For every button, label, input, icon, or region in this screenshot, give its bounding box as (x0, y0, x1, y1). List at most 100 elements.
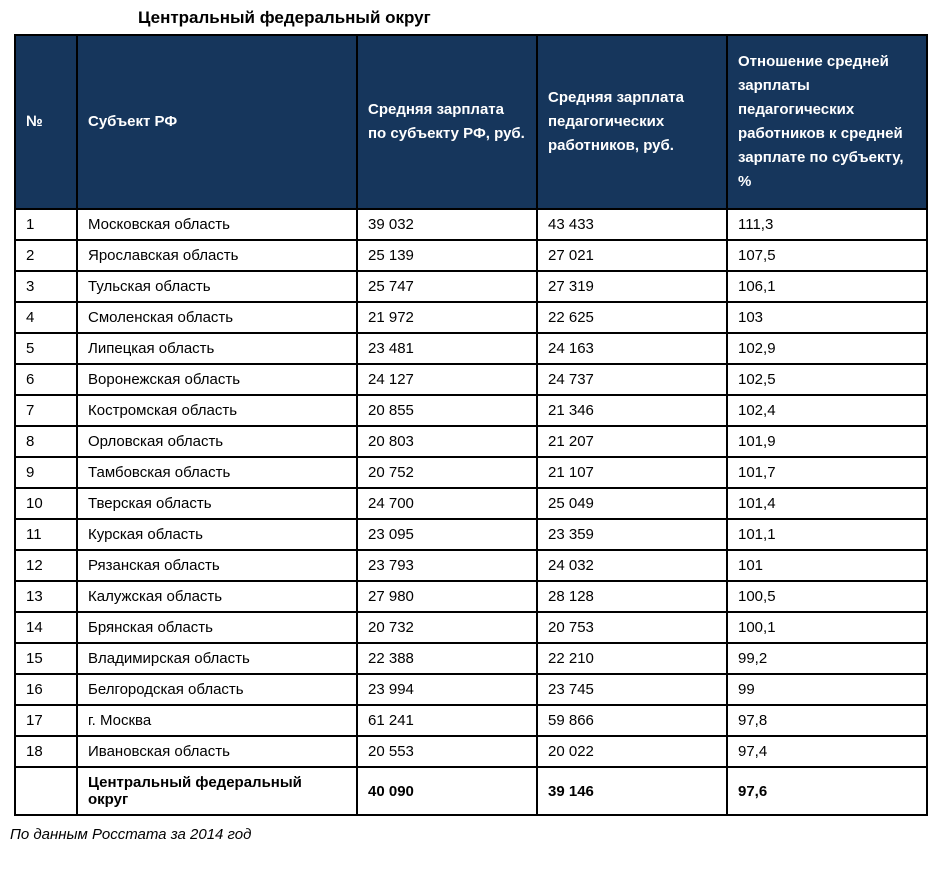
cell-avg_salary: 27 980 (357, 581, 537, 612)
cell-ped_salary: 23 745 (537, 674, 727, 705)
table-row: 6Воронежская область24 12724 737102,5 (15, 364, 927, 395)
cell-num: 5 (15, 333, 77, 364)
cell-ratio: 101,1 (727, 519, 927, 550)
col-header-avg: Средняя зарплата по субъекту РФ, руб. (357, 35, 537, 209)
cell-ped_salary: 59 866 (537, 705, 727, 736)
table-row: 17г. Москва61 24159 86697,8 (15, 705, 927, 736)
table-row: 13Калужская область27 98028 128100,5 (15, 581, 927, 612)
cell-ratio: 97,4 (727, 736, 927, 767)
cell-subject: Владимирская область (77, 643, 357, 674)
cell-num: 1 (15, 209, 77, 240)
cell-ped_salary: 43 433 (537, 209, 727, 240)
cell-avg_salary: 23 095 (357, 519, 537, 550)
cell-num: 6 (15, 364, 77, 395)
cell-subject: Тульская область (77, 271, 357, 302)
cell-ratio: 106,1 (727, 271, 927, 302)
cell-avg_salary: 20 553 (357, 736, 537, 767)
page-title: Центральный федеральный округ (138, 8, 925, 28)
cell-ped_salary: 20 022 (537, 736, 727, 767)
cell-ratio: 100,1 (727, 612, 927, 643)
cell-avg_salary: 20 732 (357, 612, 537, 643)
cell-num: 3 (15, 271, 77, 302)
cell-subject: Воронежская область (77, 364, 357, 395)
cell-num: 14 (15, 612, 77, 643)
table-row: 1Московская область39 03243 433111,3 (15, 209, 927, 240)
cell-ratio: 97,8 (727, 705, 927, 736)
cell-ped_salary: 24 163 (537, 333, 727, 364)
cell-num: 10 (15, 488, 77, 519)
cell-num: 13 (15, 581, 77, 612)
table-row: 12Рязанская область23 79324 032101 (15, 550, 927, 581)
summary-cell-num (15, 767, 77, 815)
summary-cell-ped_salary: 39 146 (537, 767, 727, 815)
cell-ratio: 107,5 (727, 240, 927, 271)
cell-ratio: 102,4 (727, 395, 927, 426)
cell-ratio: 102,5 (727, 364, 927, 395)
table-row: 10Тверская область24 70025 049101,4 (15, 488, 927, 519)
table-header-row: № Субъект РФ Средняя зарплата по субъект… (15, 35, 927, 209)
cell-ped_salary: 28 128 (537, 581, 727, 612)
cell-subject: Смоленская область (77, 302, 357, 333)
table-row: 4Смоленская область21 97222 625103 (15, 302, 927, 333)
table-row: 8Орловская область20 80321 207101,9 (15, 426, 927, 457)
cell-num: 16 (15, 674, 77, 705)
cell-avg_salary: 22 388 (357, 643, 537, 674)
cell-ped_salary: 20 753 (537, 612, 727, 643)
table-row: 9Тамбовская область20 75221 107101,7 (15, 457, 927, 488)
col-header-ped: Средняя зарплата педагогических работник… (537, 35, 727, 209)
cell-ratio: 101 (727, 550, 927, 581)
cell-avg_salary: 23 481 (357, 333, 537, 364)
cell-avg_salary: 61 241 (357, 705, 537, 736)
col-header-num: № (15, 35, 77, 209)
col-header-ratio: Отношение средней зарплаты педагогически… (727, 35, 927, 209)
cell-num: 12 (15, 550, 77, 581)
cell-subject: г. Москва (77, 705, 357, 736)
cell-ratio: 99,2 (727, 643, 927, 674)
cell-avg_salary: 20 752 (357, 457, 537, 488)
cell-ratio: 101,9 (727, 426, 927, 457)
cell-ratio: 103 (727, 302, 927, 333)
cell-subject: Калужская область (77, 581, 357, 612)
table-row: 14Брянская область20 73220 753100,1 (15, 612, 927, 643)
salary-table: № Субъект РФ Средняя зарплата по субъект… (14, 34, 928, 816)
cell-ped_salary: 24 737 (537, 364, 727, 395)
cell-subject: Ярославская область (77, 240, 357, 271)
cell-subject: Ивановская область (77, 736, 357, 767)
cell-num: 15 (15, 643, 77, 674)
cell-ratio: 100,5 (727, 581, 927, 612)
cell-avg_salary: 25 139 (357, 240, 537, 271)
table-row: 7Костромская область20 85521 346102,4 (15, 395, 927, 426)
cell-subject: Рязанская область (77, 550, 357, 581)
cell-ratio: 101,4 (727, 488, 927, 519)
cell-subject: Тамбовская область (77, 457, 357, 488)
cell-ped_salary: 21 346 (537, 395, 727, 426)
cell-num: 8 (15, 426, 77, 457)
cell-num: 2 (15, 240, 77, 271)
col-header-subject: Субъект РФ (77, 35, 357, 209)
cell-ped_salary: 22 210 (537, 643, 727, 674)
footnote: По данным Росстата за 2014 год (10, 826, 925, 843)
summary-cell-subject: Центральный федеральный округ (77, 767, 357, 815)
cell-ped_salary: 21 107 (537, 457, 727, 488)
cell-subject: Костромская область (77, 395, 357, 426)
cell-avg_salary: 20 855 (357, 395, 537, 426)
cell-ped_salary: 21 207 (537, 426, 727, 457)
cell-avg_salary: 21 972 (357, 302, 537, 333)
cell-num: 17 (15, 705, 77, 736)
table-summary-row: Центральный федеральный округ40 09039 14… (15, 767, 927, 815)
cell-avg_salary: 23 994 (357, 674, 537, 705)
cell-ratio: 99 (727, 674, 927, 705)
table-row: 2Ярославская область25 13927 021107,5 (15, 240, 927, 271)
cell-num: 18 (15, 736, 77, 767)
cell-avg_salary: 25 747 (357, 271, 537, 302)
cell-ped_salary: 25 049 (537, 488, 727, 519)
table-row: 11Курская область23 09523 359101,1 (15, 519, 927, 550)
cell-avg_salary: 20 803 (357, 426, 537, 457)
cell-num: 9 (15, 457, 77, 488)
cell-subject: Тверская область (77, 488, 357, 519)
table-row: 15Владимирская область22 38822 21099,2 (15, 643, 927, 674)
cell-subject: Орловская область (77, 426, 357, 457)
table-row: 5Липецкая область23 48124 163102,9 (15, 333, 927, 364)
cell-avg_salary: 24 700 (357, 488, 537, 519)
cell-ped_salary: 27 319 (537, 271, 727, 302)
